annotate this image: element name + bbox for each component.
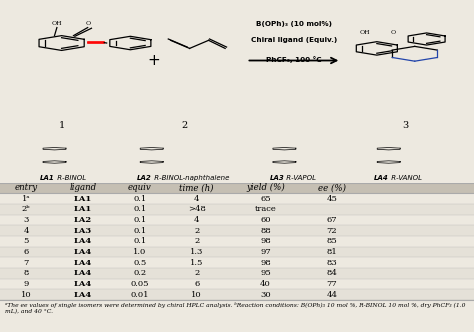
Text: 0.2: 0.2 [133,269,146,277]
Text: 3: 3 [402,122,409,130]
Text: R-BINOL-naphthalene: R-BINOL-naphthalene [152,175,229,181]
Text: 97: 97 [260,248,271,256]
Text: 0.01: 0.01 [130,290,149,299]
Bar [0,289,474,300]
Text: 1: 1 [58,122,65,130]
Text: 4: 4 [194,195,200,203]
Bar [0,204,474,214]
Text: R-BINOL: R-BINOL [55,175,86,181]
Text: PhCF₃, 100 °C: PhCF₃, 100 °C [266,56,322,63]
Text: OH: OH [52,21,62,26]
Text: 2: 2 [194,269,200,277]
Text: 84: 84 [327,269,337,277]
Text: 83: 83 [327,259,337,267]
Text: O: O [391,30,396,35]
Text: LA1: LA1 [40,175,55,181]
Text: LA4: LA4 [74,237,92,245]
Text: 45: 45 [327,195,337,203]
Text: ᵃThe ee values of single isomers were determined by chiral HPLC analysis. ᵇReact: ᵃThe ee values of single isomers were de… [5,302,465,314]
Text: 44: 44 [326,290,337,299]
Text: LA3: LA3 [270,175,284,181]
Text: 2: 2 [194,227,200,235]
Text: 9: 9 [23,280,29,288]
Text: Chiral ligand (Equiv.): Chiral ligand (Equiv.) [251,37,337,43]
Text: 1.5: 1.5 [190,259,203,267]
Text: yield (%): yield (%) [246,183,285,193]
Text: 60: 60 [260,216,271,224]
Bar [0,183,474,193]
Text: O: O [85,21,90,26]
Text: 10: 10 [21,290,31,299]
Text: LA4: LA4 [74,248,92,256]
Text: 1ᵃ: 1ᵃ [22,195,30,203]
Text: trace: trace [255,205,276,213]
Bar [0,193,474,204]
Text: 1.0: 1.0 [133,248,146,256]
Text: OH: OH [360,30,370,35]
Text: 67: 67 [327,216,337,224]
Text: 4: 4 [23,227,29,235]
Text: LA2: LA2 [137,175,152,181]
Text: 77: 77 [327,280,337,288]
Text: 0.05: 0.05 [130,280,149,288]
Text: ligand: ligand [69,184,97,193]
Text: 65: 65 [260,195,271,203]
Text: 3: 3 [23,216,29,224]
Text: 30: 30 [260,290,271,299]
Text: 0.1: 0.1 [133,227,146,235]
Bar [0,225,474,236]
Text: LA4: LA4 [74,290,92,299]
Bar [0,247,474,257]
Text: LA4: LA4 [374,175,389,181]
Text: 6: 6 [194,280,200,288]
Text: 4: 4 [194,216,200,224]
Text: 40: 40 [260,280,271,288]
Text: time (h): time (h) [180,184,214,193]
Bar [0,236,474,247]
Text: LA1: LA1 [74,205,92,213]
Text: LA1: LA1 [74,195,92,203]
Text: R-VANOL: R-VANOL [389,175,422,181]
Bar [0,214,474,225]
Text: B(OPh)₃ (10 mol%): B(OPh)₃ (10 mol%) [256,21,332,27]
Text: 0.1: 0.1 [133,195,146,203]
Text: 0.1: 0.1 [133,216,146,224]
Text: 81: 81 [327,248,337,256]
Text: LA4: LA4 [74,269,92,277]
Text: >48: >48 [188,205,206,213]
Text: 0.1: 0.1 [133,205,146,213]
Text: 6: 6 [23,248,29,256]
Text: 88: 88 [260,227,271,235]
Text: LA4: LA4 [74,280,92,288]
Text: +: + [148,53,160,68]
Text: 2: 2 [194,237,200,245]
Text: 98: 98 [260,259,271,267]
Text: 95: 95 [260,269,271,277]
Text: 8: 8 [23,269,29,277]
Text: 0.1: 0.1 [133,237,146,245]
Text: LA4: LA4 [74,259,92,267]
Text: 10: 10 [191,290,202,299]
Text: equiv: equiv [128,184,152,193]
Text: LA2: LA2 [74,216,92,224]
Bar [0,268,474,279]
Text: ee (%): ee (%) [318,184,346,193]
Bar [0,257,474,268]
Text: 2: 2 [182,122,188,130]
Text: LA3: LA3 [74,227,92,235]
Text: 7: 7 [23,259,29,267]
Text: 85: 85 [327,237,337,245]
Text: 5: 5 [23,237,29,245]
Bar [0,279,474,289]
Text: 98: 98 [260,237,271,245]
Text: entry: entry [15,184,37,193]
Text: 0.5: 0.5 [133,259,146,267]
Text: R-VAPOL: R-VAPOL [284,175,317,181]
Text: 1.3: 1.3 [190,248,203,256]
Text: 2ᵇ: 2ᵇ [22,205,30,213]
Text: 72: 72 [327,227,337,235]
